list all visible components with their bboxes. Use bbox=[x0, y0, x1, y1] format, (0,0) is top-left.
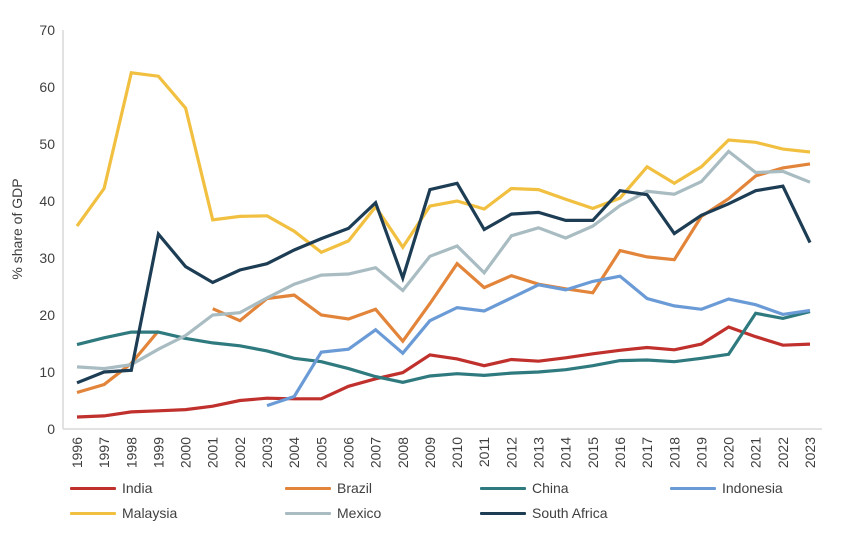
legend-swatch bbox=[70, 511, 116, 515]
legend-label: South Africa bbox=[532, 505, 608, 521]
legend-label: Malaysia bbox=[122, 505, 178, 521]
x-tick-label: 1998 bbox=[123, 437, 139, 468]
x-tick-label: 2006 bbox=[340, 437, 356, 468]
x-tick-label: 2000 bbox=[178, 437, 194, 468]
x-tick-label: 2019 bbox=[693, 437, 709, 468]
x-tick-label: 2001 bbox=[205, 437, 221, 468]
y-tick-label: 40 bbox=[39, 193, 55, 209]
x-tick-label: 2016 bbox=[612, 437, 628, 468]
legend-label: Indonesia bbox=[722, 480, 783, 496]
legend-swatch bbox=[285, 486, 331, 490]
x-tick-label: 2011 bbox=[476, 437, 492, 467]
series-line-india bbox=[76, 325, 811, 419]
legend-item-indonesia: Indonesia bbox=[670, 480, 783, 496]
series-line-brazil bbox=[76, 329, 160, 395]
x-tick-label: 2004 bbox=[286, 437, 302, 468]
legend-swatch bbox=[285, 511, 331, 515]
x-tick-label: 2021 bbox=[748, 437, 764, 468]
x-tick-label: 2014 bbox=[558, 437, 574, 468]
y-tick-label: 70 bbox=[39, 22, 55, 38]
legend-item-china: China bbox=[480, 480, 569, 496]
x-tick-label: 2003 bbox=[259, 437, 275, 468]
legend-item-south-africa: South Africa bbox=[480, 505, 608, 521]
legend-label: Brazil bbox=[337, 480, 373, 496]
series-line-mexico bbox=[76, 149, 811, 371]
legend-swatch bbox=[480, 511, 526, 515]
x-tick-label: 2010 bbox=[449, 437, 465, 468]
legend-swatch bbox=[670, 486, 716, 490]
x-tick-label: 1999 bbox=[150, 437, 166, 468]
y-axis-label: % share of GDP bbox=[9, 178, 25, 279]
y-tick-label: 30 bbox=[39, 250, 55, 266]
series-line-indonesia bbox=[266, 274, 811, 408]
x-tick-label: 2022 bbox=[775, 437, 791, 468]
x-tick-label: 1996 bbox=[69, 437, 85, 468]
x-tick-labels: 1996 1997 1998 1999 2000 2001 2002 2003 2004 2005… bbox=[69, 437, 818, 468]
x-tick-label: 2023 bbox=[802, 437, 818, 468]
legend-swatch bbox=[480, 486, 526, 490]
x-tick-label: 2002 bbox=[232, 437, 248, 468]
x-tick-label: 2005 bbox=[313, 437, 329, 468]
x-tick-label: 2012 bbox=[503, 437, 519, 468]
x-tick-label: 1997 bbox=[96, 437, 112, 468]
series-line-china bbox=[76, 310, 811, 384]
legend-label: India bbox=[122, 480, 153, 496]
series-line-south-africa bbox=[76, 181, 812, 385]
legend-item-malaysia: Malaysia bbox=[70, 505, 177, 521]
legend-item-brazil: Brazil bbox=[285, 480, 372, 496]
x-tick-label: 2007 bbox=[368, 437, 384, 468]
x-tick-label: 2018 bbox=[666, 437, 682, 468]
series-line-malaysia bbox=[75, 71, 811, 255]
y-tick-labels: 0 10 20 30 40 50 60 70 bbox=[39, 22, 55, 437]
legend-swatch bbox=[70, 486, 116, 490]
series-lines bbox=[75, 71, 812, 419]
x-tick-label: 2009 bbox=[422, 437, 438, 468]
x-tick-label: 2013 bbox=[531, 437, 547, 468]
y-tick-label: 0 bbox=[47, 421, 55, 437]
legend-item-india: India bbox=[70, 480, 152, 496]
x-tick-label: 2020 bbox=[721, 437, 737, 468]
x-tick-label: 2017 bbox=[639, 437, 655, 468]
y-tick-label: 20 bbox=[39, 307, 55, 323]
x-tick-label: 2015 bbox=[585, 437, 601, 468]
y-tick-label: 60 bbox=[39, 79, 55, 95]
legend-item-mexico: Mexico bbox=[285, 505, 381, 521]
legend-label: Mexico bbox=[337, 505, 382, 521]
x-tick-label: 2008 bbox=[395, 437, 411, 468]
legend-label: China bbox=[532, 480, 569, 496]
y-tick-label: 10 bbox=[39, 364, 55, 380]
y-tick-label: 50 bbox=[39, 136, 55, 152]
